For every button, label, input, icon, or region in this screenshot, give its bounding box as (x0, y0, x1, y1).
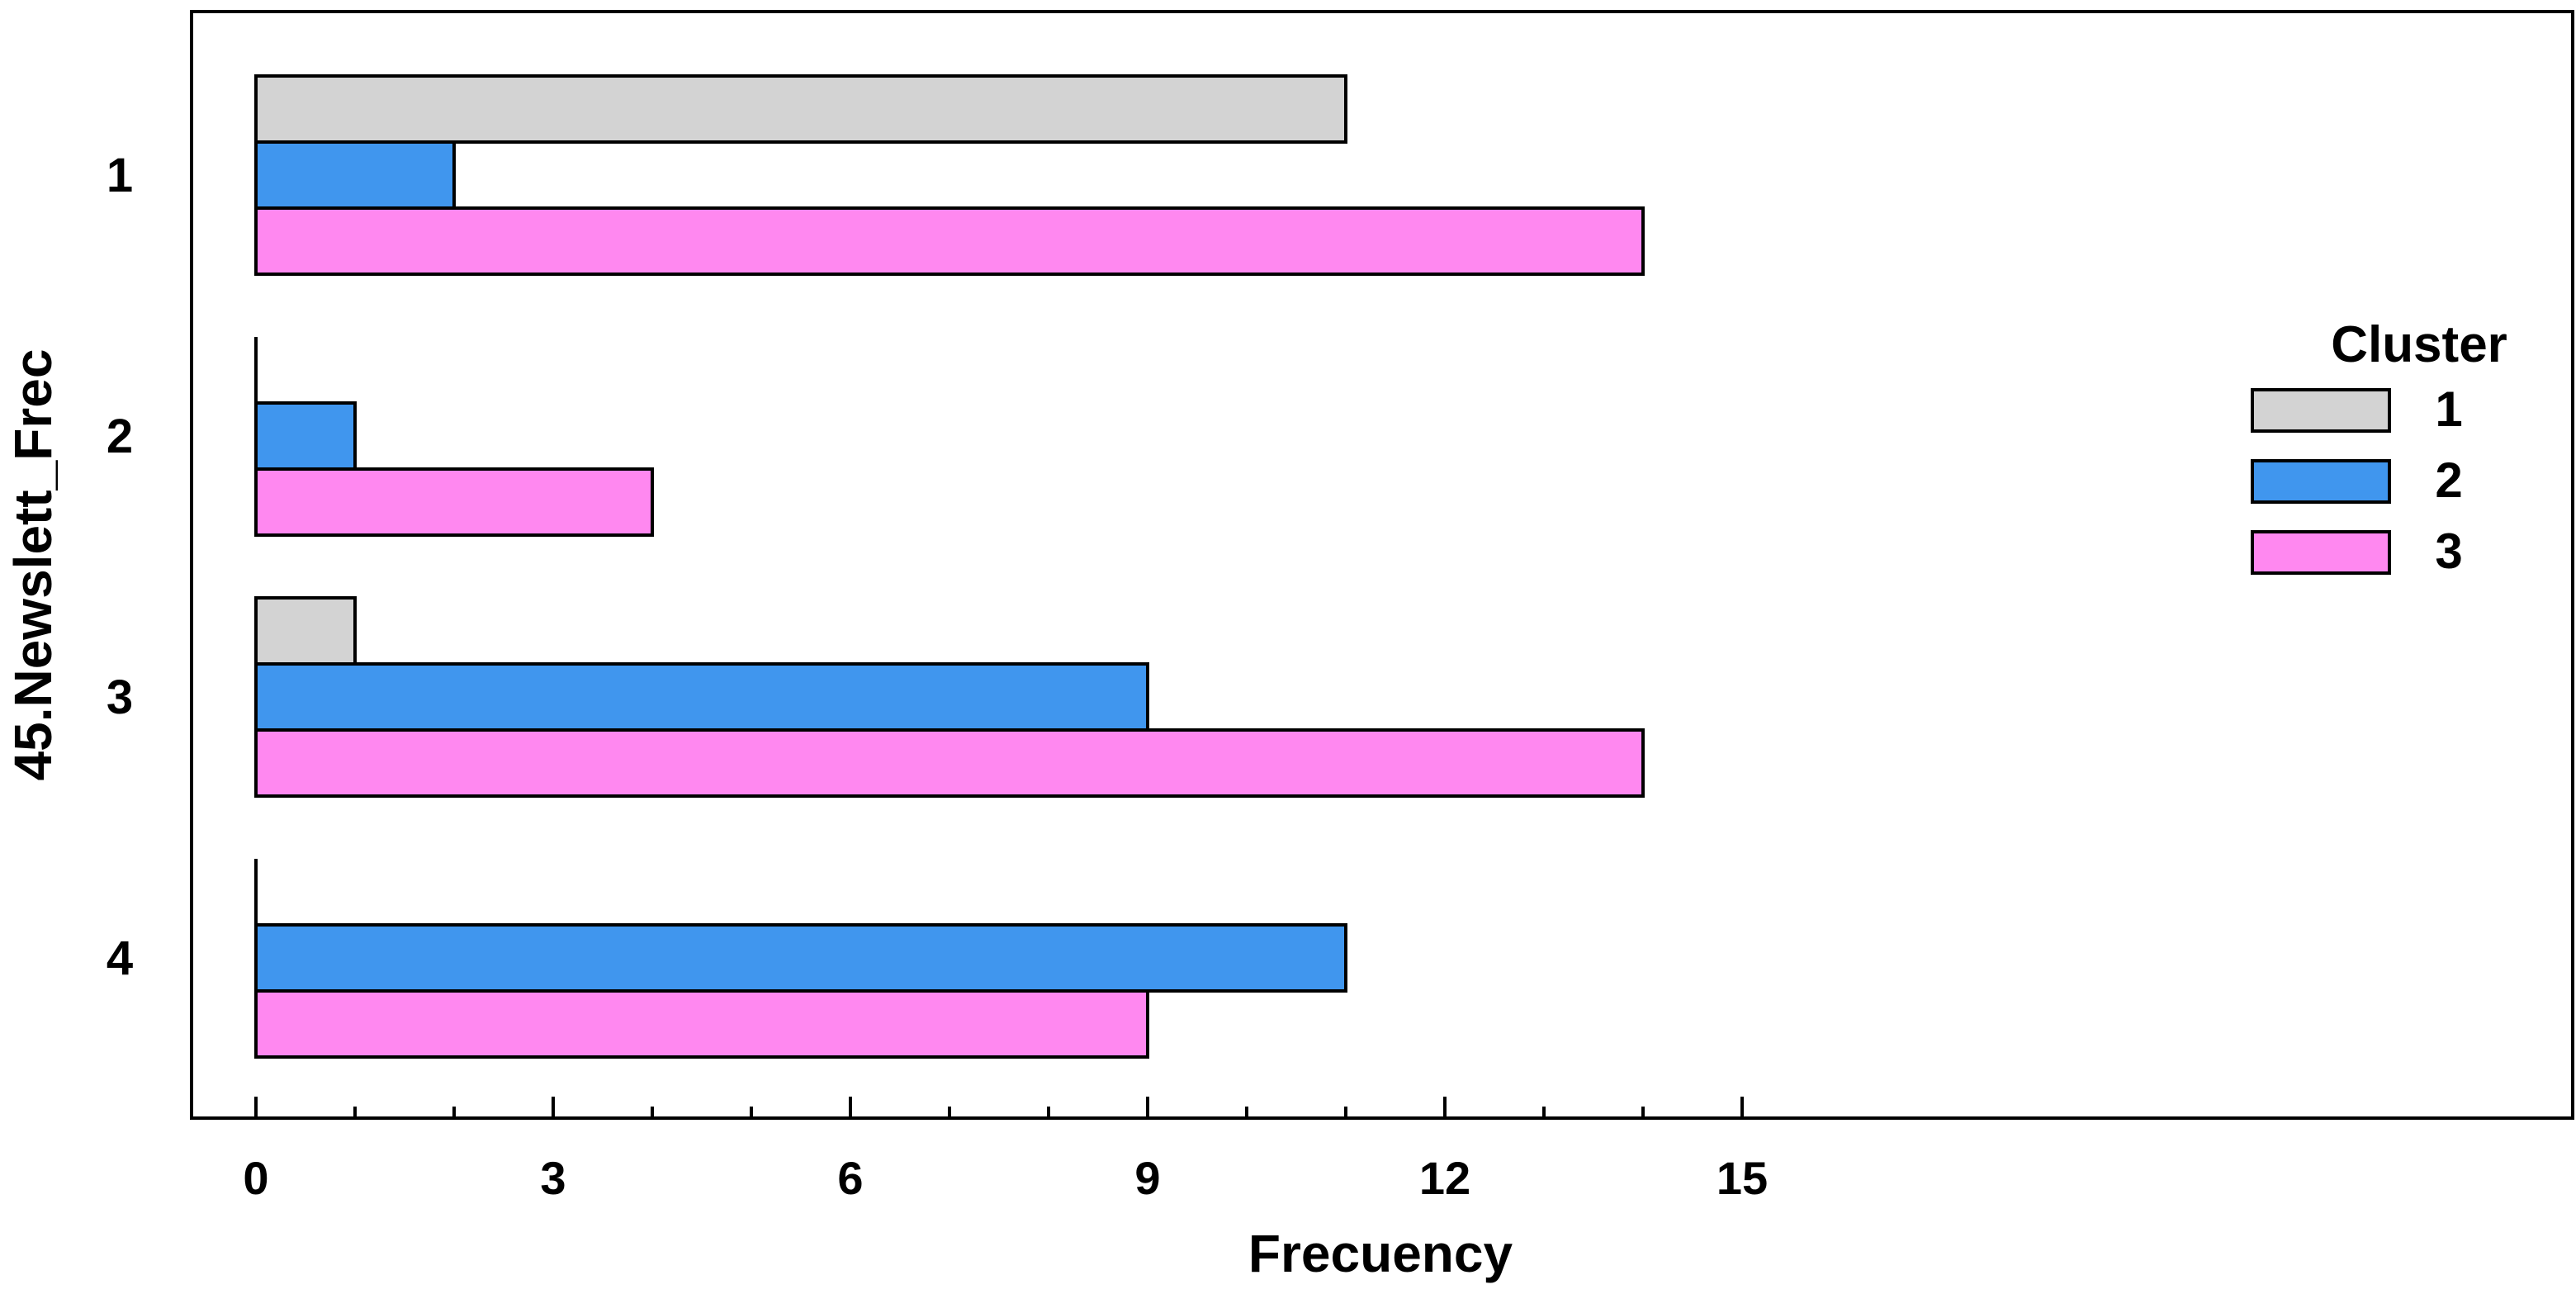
legend-swatch-2 (2251, 459, 2391, 504)
bar-cat-1-series-1 (254, 74, 1347, 144)
y-axis-title: 45.Newslett_Frec (3, 349, 63, 781)
bar-cat-3-series-2 (254, 662, 1149, 732)
x-tick-label: 6 (837, 1152, 863, 1204)
x-tick-label: 12 (1419, 1152, 1470, 1204)
legend: Cluster 1 2 3 (2251, 316, 2507, 579)
x-axis: 0 3 6 9 12 15 (243, 1097, 1768, 1204)
y-category-label: 4 (107, 931, 133, 985)
x-axis-title: Frecuency (1248, 1224, 1513, 1283)
bar-cat-2-series-3 (254, 467, 654, 537)
legend-title: Cluster (2331, 316, 2507, 373)
bar-cat-1-series-2 (254, 140, 456, 210)
legend-label-2: 2 (2435, 453, 2462, 508)
y-axis-categories: 1 2 3 4 (107, 149, 133, 985)
x-tick-label: 0 (243, 1152, 268, 1204)
x-tick-label: 3 (540, 1152, 566, 1204)
bars-group (254, 74, 1645, 1059)
bar-cat-2-series-2 (254, 401, 357, 471)
legend-swatch-3 (2251, 530, 2391, 575)
bar-cat-1-series-3 (254, 206, 1645, 276)
bar-cat-4-series-3 (254, 989, 1149, 1059)
legend-swatch-1 (2251, 388, 2391, 433)
legend-label-3: 3 (2435, 524, 2462, 579)
legend-label-1: 1 (2435, 382, 2462, 437)
y-category-label: 1 (107, 149, 133, 202)
y-category-label: 2 (107, 410, 133, 463)
x-tick-label: 15 (1717, 1152, 1768, 1204)
x-tick-label: 9 (1134, 1152, 1160, 1204)
bar-cat-3-series-1 (254, 596, 357, 666)
bar-cat-3-series-3 (254, 728, 1645, 798)
y-category-label: 3 (107, 671, 133, 724)
bar-cat-4-series-2 (254, 923, 1347, 993)
